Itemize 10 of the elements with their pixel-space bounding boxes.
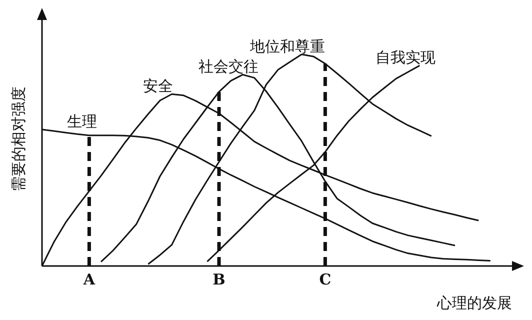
series-label: 生理: [67, 112, 97, 130]
series-label: 地位和尊重: [249, 37, 326, 56]
series-label: 自我实现: [376, 48, 436, 67]
x-tick-label: C: [319, 270, 332, 289]
x-tick-label: B: [212, 270, 226, 289]
series-label: 社会交往: [198, 58, 259, 76]
series-label: 安全: [142, 77, 173, 96]
x-axis-title: 心理的发展: [436, 294, 512, 312]
y-axis-title: 需要的相对强度: [9, 86, 28, 192]
x-tick-label: A: [82, 270, 96, 289]
